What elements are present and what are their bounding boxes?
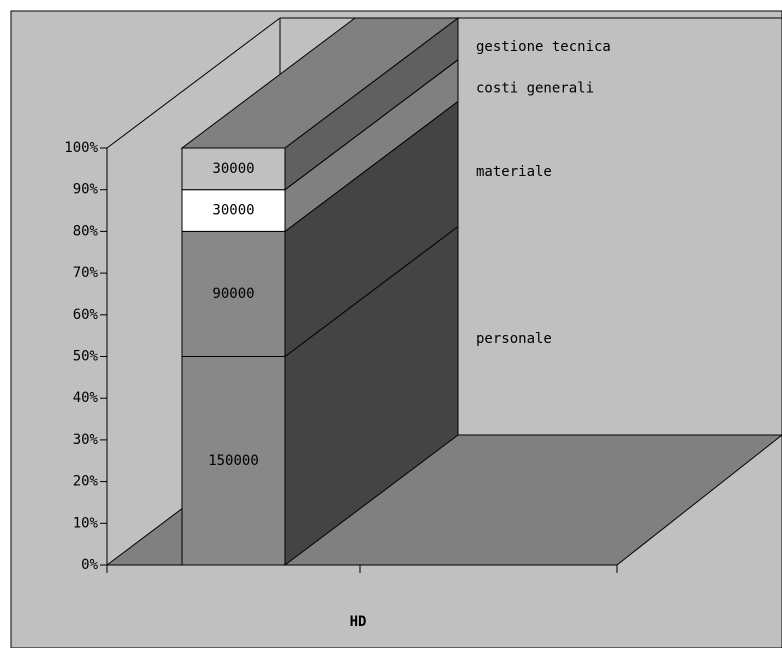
bar-segment	[181, 230, 286, 357]
y-tick-label: 80%	[73, 223, 99, 239]
bar-segment	[181, 189, 286, 232]
x-category-label: HD	[350, 614, 367, 630]
y-tick-label: 40%	[73, 390, 99, 406]
y-tick-label: 10%	[73, 515, 99, 531]
y-tick-label: 70%	[73, 265, 99, 281]
legend-label: materiale	[476, 164, 552, 180]
y-tick-label: 60%	[73, 307, 99, 323]
bar-top	[180, 17, 460, 149]
y-tick-label: 20%	[73, 474, 99, 490]
y-tick-label: 100%	[64, 140, 98, 156]
y-tick-label: 50%	[73, 349, 99, 365]
y-tick-label: 30%	[73, 432, 99, 448]
legend-label: personale	[476, 331, 552, 347]
y-tick-label: 90%	[73, 182, 99, 198]
data-label: 90000	[212, 286, 254, 302]
y-tick-label: 0%	[81, 557, 98, 573]
data-label: 30000	[212, 161, 254, 177]
data-label: 150000	[208, 453, 259, 469]
legend-label: costi generali	[476, 81, 594, 97]
data-label: 30000	[212, 203, 254, 219]
wall-edge	[106, 17, 281, 149]
legend-label: gestione tecnica	[476, 39, 611, 55]
